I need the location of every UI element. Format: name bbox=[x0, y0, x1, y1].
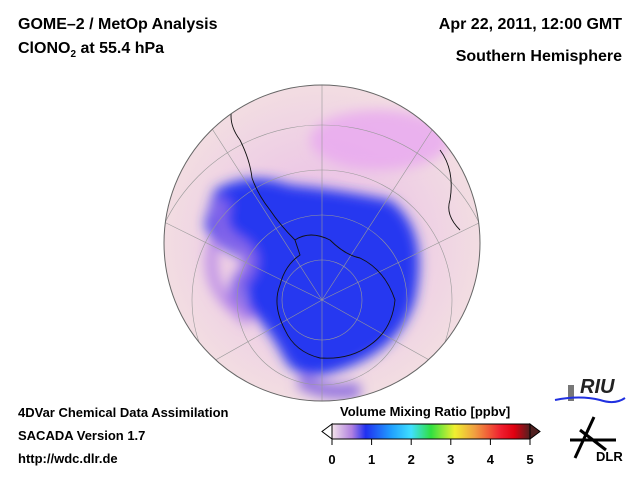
colorbar-tick: 3 bbox=[447, 452, 455, 467]
dlr-logo-icon bbox=[570, 416, 616, 459]
footer-link[interactable]: http://wdc.dlr.de bbox=[18, 451, 118, 466]
colorbar bbox=[321, 423, 541, 445]
footer-line1: 4DVar Chemical Data Assimilation bbox=[18, 405, 229, 420]
dlr-logo-text: DLR bbox=[596, 449, 623, 464]
riu-logo-icon bbox=[554, 385, 626, 404]
colorbar-tick: 5 bbox=[526, 452, 534, 467]
species-subscript: 2 bbox=[70, 49, 77, 61]
colorbar-tick: 2 bbox=[407, 452, 415, 467]
globe-outline bbox=[163, 84, 481, 402]
data-field bbox=[164, 85, 480, 401]
datetime: Apr 22, 2011, 12:00 GMT bbox=[438, 16, 622, 33]
species-label: ClONO2 at 55.4 hPa bbox=[18, 40, 164, 60]
species-level: at 55.4 hPa bbox=[76, 40, 165, 57]
map-title: GOME–2 / MetOp Analysis bbox=[18, 16, 218, 33]
footer-line2: SACADA Version 1.7 bbox=[18, 428, 146, 443]
species-name: ClONO bbox=[18, 40, 71, 57]
colorbar-tick: 4 bbox=[486, 452, 494, 467]
colorbar-title: Volume Mixing Ratio [ppbv] bbox=[340, 404, 511, 419]
hemisphere: Southern Hemisphere bbox=[455, 48, 622, 65]
colorbar-tick: 1 bbox=[367, 452, 376, 467]
riu-logo-text: RIU bbox=[580, 376, 615, 398]
colorbar-tick: 0 bbox=[328, 452, 336, 467]
